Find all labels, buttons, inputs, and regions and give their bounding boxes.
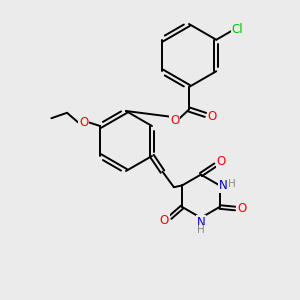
Text: N: N (196, 216, 205, 229)
Text: H: H (197, 225, 205, 236)
Text: H: H (228, 179, 236, 189)
Text: O: O (208, 110, 217, 123)
Text: N: N (219, 179, 228, 192)
Text: O: O (217, 155, 226, 168)
Text: O: O (79, 116, 88, 129)
Text: Cl: Cl (232, 23, 243, 36)
Text: O: O (160, 214, 169, 227)
Text: O: O (237, 202, 246, 215)
Text: O: O (170, 114, 179, 128)
